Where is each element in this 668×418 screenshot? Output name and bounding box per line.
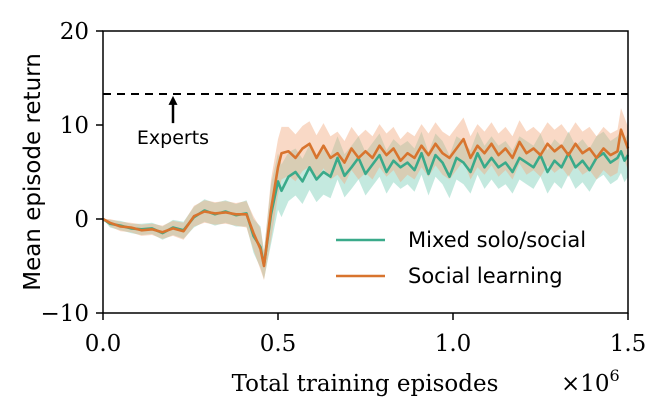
legend-label-social-learning: Social learning (408, 264, 563, 288)
y-tick-label: 0 (74, 207, 89, 233)
series-lines (102, 128, 630, 268)
x-axis-label: Total training episodes (232, 371, 499, 397)
y-tick-label: −10 (40, 301, 89, 327)
y-axis-ticks: −10 0 10 20 (40, 19, 103, 327)
plot-frame (102, 30, 629, 314)
x-tick-label: 1.0 (435, 331, 472, 357)
experts-label: Experts (137, 127, 209, 149)
y-tick-label: 20 (60, 19, 89, 45)
y-axis-label: Mean episode return (20, 53, 46, 291)
y-tick-label: 10 (60, 113, 89, 139)
x-tick-label: 0.5 (260, 331, 297, 357)
experts-arrowhead (168, 95, 178, 105)
line-social-learning (102, 128, 630, 268)
x-tick-label: 1.5 (610, 331, 647, 357)
x-tick-label: 0.0 (85, 331, 122, 357)
legend-label-mixed-solo-social: Mixed solo/social (408, 228, 586, 252)
x-axis-ticks: 0.0 0.5 1.0 1.5 (85, 313, 647, 357)
x-multiplier-exponent: 6 (610, 366, 620, 385)
legend: Mixed solo/social Social learning (336, 228, 586, 288)
x-axis-multiplier: ×106 (561, 366, 620, 397)
experts-annotation: Experts (137, 95, 209, 149)
x-multiplier-base: ×10 (561, 371, 610, 397)
